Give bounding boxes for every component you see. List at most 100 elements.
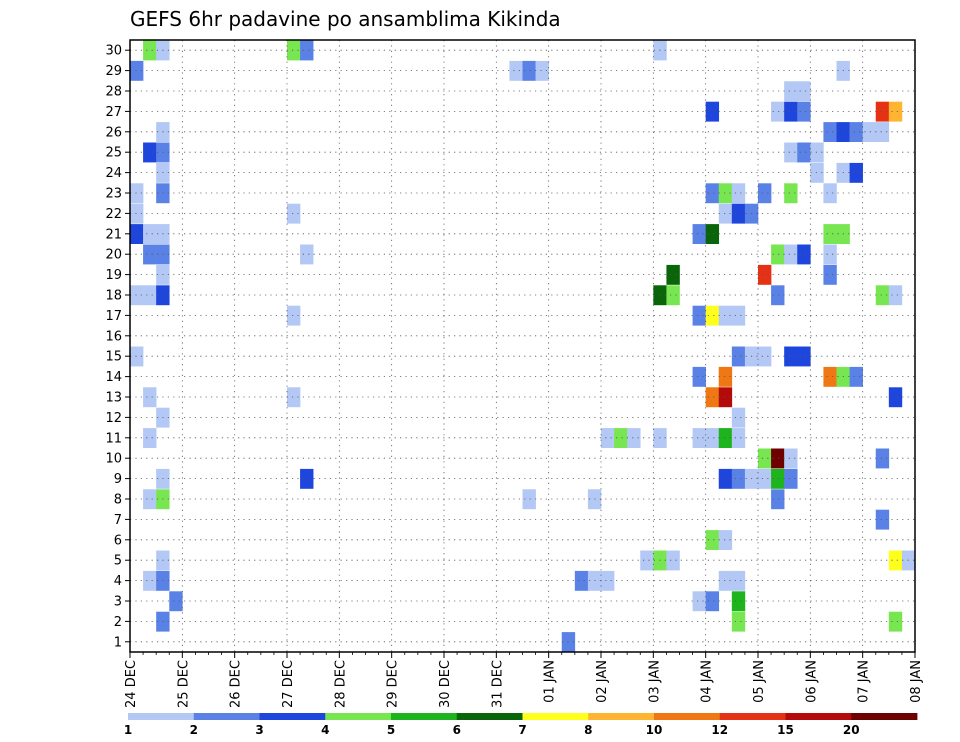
y-tick-label-19: 19 xyxy=(105,268,122,283)
cell-member-29-t30 xyxy=(522,60,536,81)
cell-member-2-t46 xyxy=(731,611,746,632)
colorbar-swatch-3 xyxy=(325,713,392,720)
y-tick-label-15: 15 xyxy=(105,350,122,365)
cell-member-28-t51 xyxy=(797,81,811,102)
colorbar-swatch-4 xyxy=(391,713,458,720)
cell-member-13-t58 xyxy=(888,387,903,408)
cell-member-15-t0 xyxy=(130,346,144,367)
cell-member-13-t1 xyxy=(143,387,157,408)
colorbar-label-6: 7 xyxy=(518,723,526,737)
x-tick-label-13: 06 JAN xyxy=(804,660,819,703)
cell-member-4-t34 xyxy=(574,570,589,591)
y-tick-label-22: 22 xyxy=(105,207,122,222)
cell-member-15-t46 xyxy=(731,346,746,367)
cell-member-3-t46 xyxy=(731,591,746,612)
cell-member-5-t58 xyxy=(888,550,903,571)
cell-member-14-t43 xyxy=(692,366,706,387)
cell-member-18-t1 xyxy=(143,285,157,306)
x-tick-label-8: 01 JAN xyxy=(543,660,558,703)
cell-member-19-t48 xyxy=(758,264,772,285)
cell-member-18-t0 xyxy=(130,285,144,306)
cell-member-10-t49 xyxy=(771,448,785,469)
colorbar-label-2: 3 xyxy=(255,723,263,737)
cell-member-27-t51 xyxy=(797,101,811,122)
cell-member-17-t44 xyxy=(705,305,720,326)
cell-member-26-t55 xyxy=(849,122,863,142)
cell-member-9-t13 xyxy=(300,468,314,489)
cell-member-27-t44 xyxy=(705,101,720,122)
y-tick-label-20: 20 xyxy=(105,248,122,263)
data-cells xyxy=(130,40,916,652)
cell-member-6-t45 xyxy=(718,530,733,550)
cell-member-19-t53 xyxy=(823,264,837,285)
x-tick-label-15: 08 JAN xyxy=(909,660,924,703)
cell-member-8-t49 xyxy=(771,489,785,510)
x-tick-label-9: 02 JAN xyxy=(595,660,610,703)
cell-member-21-t44 xyxy=(705,224,720,244)
colorbar-swatch-2 xyxy=(259,713,326,720)
colorbar-label-4: 5 xyxy=(387,723,395,737)
colorbar-legend: 1 2 3 4 5 6 7 8 10 12 15 20 xyxy=(124,713,918,737)
y-tick-label-10: 10 xyxy=(105,452,122,467)
cell-member-17-t45 xyxy=(718,305,733,326)
x-tick-label-1: 25 DEC xyxy=(176,660,191,708)
y-tick-label-29: 29 xyxy=(105,64,122,79)
cell-member-27-t49 xyxy=(771,101,785,122)
y-tick-label-13: 13 xyxy=(105,391,122,406)
y-tick-label-16: 16 xyxy=(105,329,122,344)
cell-member-11-t46 xyxy=(731,428,746,448)
cell-member-18-t58 xyxy=(888,285,903,306)
y-tick-label-26: 26 xyxy=(105,125,122,140)
cell-member-28-t50 xyxy=(784,81,798,102)
cell-member-17-t46 xyxy=(731,305,746,326)
cell-member-13-t12 xyxy=(287,387,301,408)
cell-member-23-t44 xyxy=(705,183,720,204)
cell-member-4-t46 xyxy=(731,570,746,591)
colorbar-swatch-6 xyxy=(522,713,589,720)
grid-lines xyxy=(130,40,915,652)
y-tick-label-14: 14 xyxy=(105,370,122,385)
y-tick-label-28: 28 xyxy=(105,85,122,100)
cell-member-21-t53 xyxy=(823,224,837,244)
cell-member-10-t57 xyxy=(875,448,890,469)
cell-member-22-t46 xyxy=(731,203,746,224)
colorbar-label-11: 20 xyxy=(843,723,860,737)
y-tick-label-24: 24 xyxy=(105,166,122,181)
cell-member-14-t45 xyxy=(718,366,733,387)
x-tick-label-5: 29 DEC xyxy=(386,660,401,708)
cell-member-15-t48 xyxy=(758,346,772,367)
cell-member-9-t46 xyxy=(731,468,746,489)
y-tick-label-12: 12 xyxy=(105,411,122,426)
cell-member-25-t50 xyxy=(784,142,798,163)
cell-member-29-t29 xyxy=(509,60,523,81)
colorbar-label-7: 8 xyxy=(584,723,592,737)
cell-member-3-t3 xyxy=(169,591,183,612)
cell-member-22-t45 xyxy=(718,203,733,224)
colorbar-swatch-7 xyxy=(588,713,655,720)
cell-member-27-t58 xyxy=(888,101,903,122)
plot-frame xyxy=(129,39,916,653)
cell-member-5-t39 xyxy=(640,550,654,571)
colorbar-swatch-5 xyxy=(456,713,523,720)
x-tick-label-11: 04 JAN xyxy=(700,660,715,703)
colorbar-label-0: 1 xyxy=(124,723,132,737)
cell-member-27-t57 xyxy=(875,101,890,122)
cell-member-8-t30 xyxy=(522,489,536,510)
cell-member-10-t50 xyxy=(784,448,798,469)
cell-member-17-t12 xyxy=(287,305,301,326)
cell-member-3-t43 xyxy=(692,591,706,612)
cell-member-22-t12 xyxy=(287,203,301,224)
y-tick-label-17: 17 xyxy=(105,309,122,324)
colorbar-swatch-8 xyxy=(654,713,721,720)
cell-member-23-t45 xyxy=(718,183,733,204)
cell-member-30-t1 xyxy=(143,40,157,61)
colorbar-swatch-1 xyxy=(193,713,260,720)
cell-member-2-t58 xyxy=(888,611,903,632)
cell-member-11-t44 xyxy=(705,428,720,448)
y-tick-label-2: 2 xyxy=(114,615,122,630)
y-tick-label-23: 23 xyxy=(105,187,122,202)
cell-member-12-t46 xyxy=(731,407,746,428)
colorbar-swatch-10 xyxy=(785,713,852,720)
colorbar-swatch-0 xyxy=(128,713,195,720)
cell-member-21-t1 xyxy=(143,224,157,244)
